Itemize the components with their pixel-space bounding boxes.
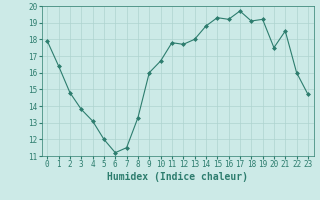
X-axis label: Humidex (Indice chaleur): Humidex (Indice chaleur) <box>107 172 248 182</box>
